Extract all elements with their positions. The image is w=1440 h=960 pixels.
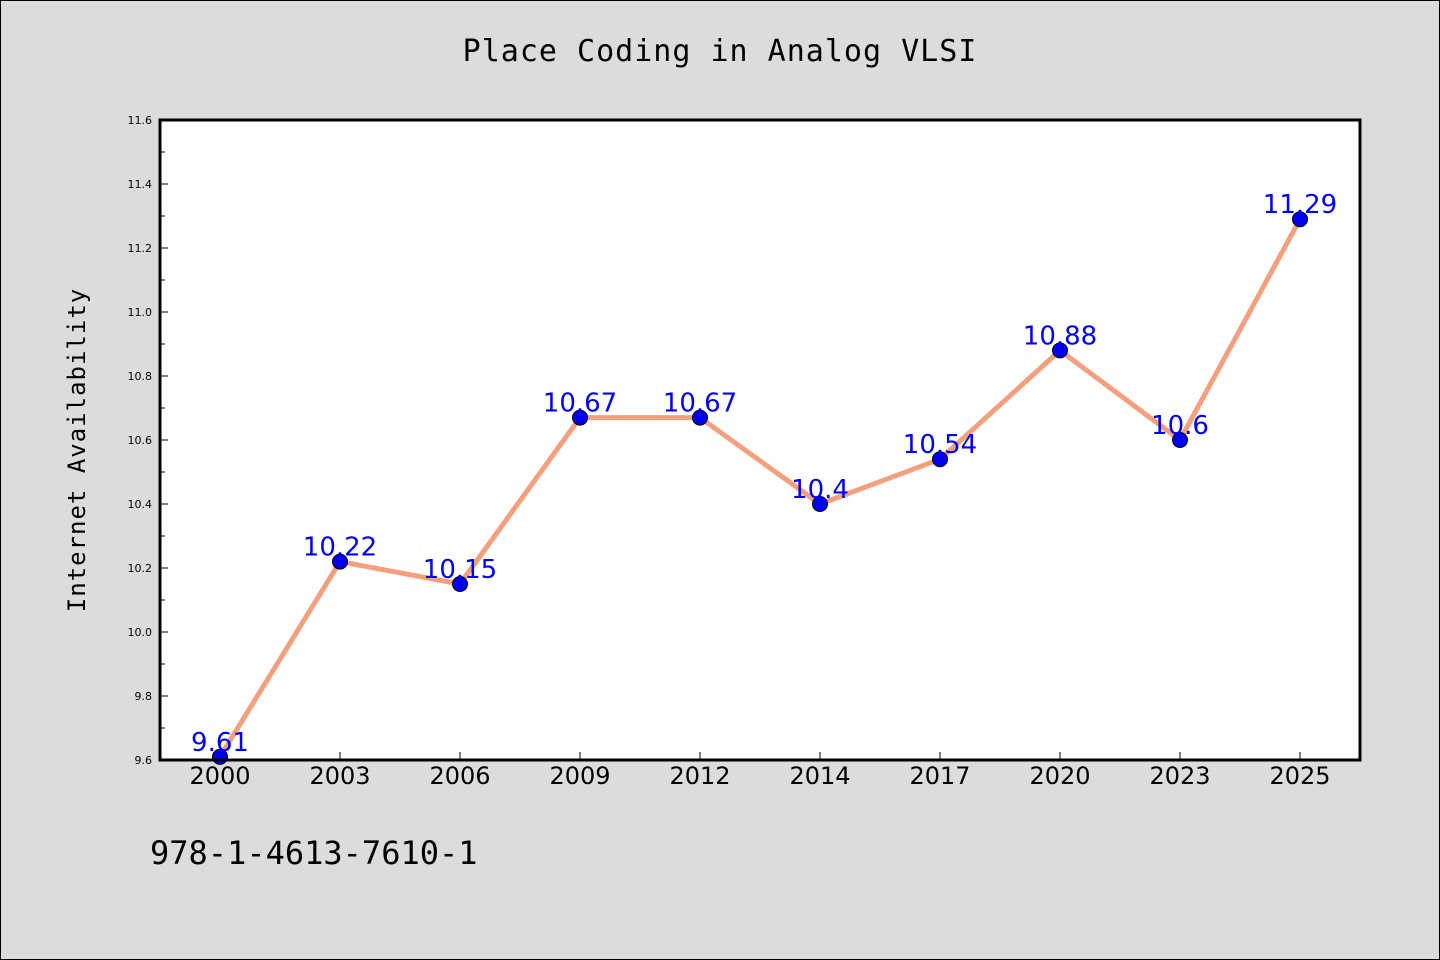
data-label: 10.15 xyxy=(423,555,497,585)
data-label: 10.4 xyxy=(791,475,849,505)
data-label: 10.67 xyxy=(543,389,617,419)
plot-area xyxy=(160,120,1360,760)
y-axis: 9.6 9.8 10.0 10.2 10.4 10.6 10.8 11.0 11.2 11.4 11… xyxy=(128,114,168,767)
x-tick-label: 2025 xyxy=(1269,762,1330,790)
data-labels-group: 9.61 10.22 10.15 10.67 10.67 10.4 10.54 10.88 10… xyxy=(191,190,1337,758)
chart-title: Place Coding in Analog VLSI xyxy=(462,34,978,69)
x-tick-label: 2003 xyxy=(309,762,370,790)
x-tick-label: 2009 xyxy=(549,762,610,790)
data-label: 11.29 xyxy=(1263,190,1337,220)
y-tick-label: 11.4 xyxy=(128,178,153,191)
y-tick-label: 11.6 xyxy=(128,114,153,127)
data-point xyxy=(932,451,948,468)
data-point xyxy=(452,576,468,592)
data-label: 10.54 xyxy=(903,430,977,460)
data-point xyxy=(1292,211,1308,228)
y-tick-label: 10.8 xyxy=(128,370,153,383)
data-label: 9.61 xyxy=(191,728,249,758)
data-point xyxy=(1172,432,1188,448)
x-tick-label: 2020 xyxy=(1029,762,1090,790)
data-point xyxy=(332,553,348,570)
series-line xyxy=(217,218,1303,759)
data-label: 10.67 xyxy=(663,389,737,419)
x-tick-label: 2000 xyxy=(189,762,250,790)
data-point xyxy=(572,409,588,426)
data-point xyxy=(1052,342,1068,359)
x-axis: 2000 2003 2006 2009 2012 2014 2017 2020 2023 2025 xyxy=(189,752,1331,790)
x-tick-label: 2012 xyxy=(669,762,730,790)
x-tick-label: 2006 xyxy=(429,762,490,790)
plot-border xyxy=(158,118,1362,762)
x-tick-label: 2023 xyxy=(1149,762,1210,790)
y-axis-label: Internet Availability xyxy=(63,288,91,612)
y-tick-label: 10.0 xyxy=(128,626,153,639)
isbn-text: 978-1-4613-7610-1 xyxy=(150,834,478,872)
y-tick-label: 11.0 xyxy=(128,306,153,319)
data-label: 10.6 xyxy=(1151,411,1209,441)
x-tick-label: 2017 xyxy=(909,762,970,790)
y-tick-label: 10.4 xyxy=(128,498,153,511)
data-point xyxy=(812,496,828,512)
data-point xyxy=(692,409,708,426)
data-label: 10.22 xyxy=(303,533,377,563)
y-tick-label: 9.6 xyxy=(135,754,153,767)
x-tick-label: 2014 xyxy=(789,762,850,790)
series-line-group xyxy=(217,218,1303,759)
y-tick-label: 10.2 xyxy=(128,562,153,575)
y-tick-label: 9.8 xyxy=(135,690,153,703)
y-tick-label: 11.2 xyxy=(128,242,153,255)
y-tick-label: 10.6 xyxy=(128,434,153,447)
data-label: 10.88 xyxy=(1023,321,1097,351)
